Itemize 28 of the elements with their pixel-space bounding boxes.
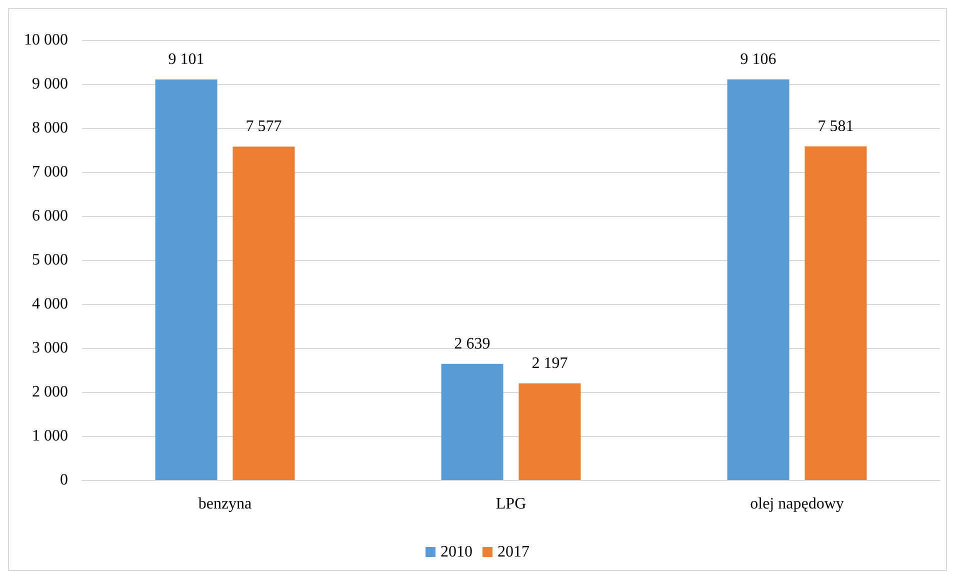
y-tick-label: 3 000 xyxy=(32,340,68,356)
data-label: 9 106 xyxy=(740,50,776,68)
y-tick-label: 2 000 xyxy=(32,384,68,400)
y-tick-label: 5 000 xyxy=(32,252,68,268)
x-tick-label: olej napędowy xyxy=(750,496,844,512)
y-tick-label: 0 xyxy=(60,472,68,488)
x-tick-label: LPG xyxy=(496,496,527,512)
bar xyxy=(232,146,295,480)
bar xyxy=(727,79,790,480)
bar xyxy=(804,146,867,480)
y-tick-label: 1 000 xyxy=(32,428,68,444)
data-label: 9 101 xyxy=(168,51,204,68)
y-tick-label: 10 000 xyxy=(24,32,68,48)
bar xyxy=(155,80,218,480)
data-label: 2 639 xyxy=(454,335,490,352)
x-tick-label: benzyna xyxy=(198,496,252,512)
bar xyxy=(441,364,504,480)
legend-label: 2017 xyxy=(498,544,530,560)
y-tick-label: 7 000 xyxy=(32,164,68,180)
data-label: 7 577 xyxy=(246,118,282,136)
y-tick-label: 6 000 xyxy=(32,208,68,224)
bar xyxy=(518,383,581,480)
data-label: 2 197 xyxy=(532,354,568,372)
y-tick-label: 9 000 xyxy=(32,76,68,92)
y-tick-label: 8 000 xyxy=(32,120,68,136)
y-tick-label: 4 000 xyxy=(32,296,68,312)
data-label: 7 581 xyxy=(818,118,854,135)
legend-label: 2010 xyxy=(440,544,472,560)
